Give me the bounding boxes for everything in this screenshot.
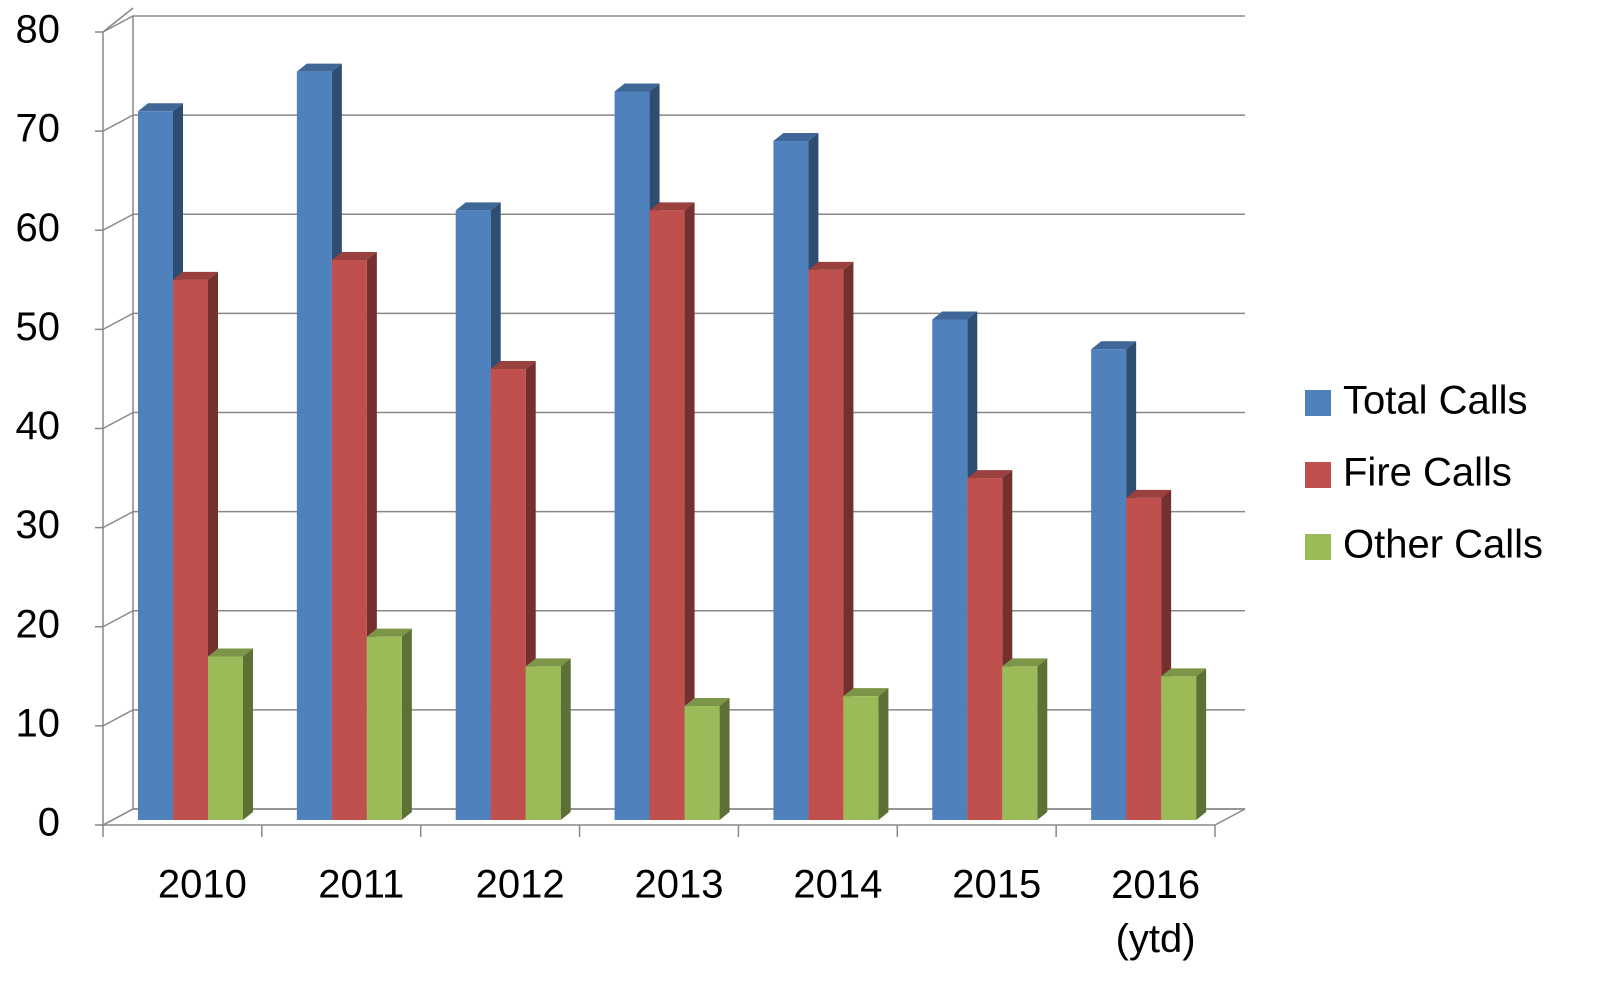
back-wall-edge [103,8,133,32]
bar [491,369,526,820]
legend-swatch [1305,534,1331,560]
page: 0 10 20 30 40 50 60 70 80 2010 2011 2012 2013 2014 201… [0,0,1615,996]
bar [808,270,843,820]
y-tick-label: 70 [16,107,61,151]
bar [843,696,878,820]
bar [932,319,967,820]
bar [650,210,685,820]
bar [685,706,720,820]
chart: 0 10 20 30 40 50 60 70 80 2010 2011 2012 2013 2014 201… [0,0,1615,996]
bar [173,280,208,820]
bar-side [1196,668,1206,820]
legend-label: Fire Calls [1343,451,1512,495]
bar [526,666,561,820]
legend-label: Total Calls [1343,379,1528,423]
y-tick-label: 20 [16,602,61,646]
legend-label: Other Calls [1343,523,1543,567]
bar [1161,676,1196,820]
bar-side [243,648,253,820]
y-tick-label: 50 [16,305,61,349]
bar [208,656,243,820]
y-tick-label: 10 [16,701,61,745]
bar [1126,498,1161,820]
x-tick-label: 2015 [952,863,1041,907]
bar [1091,349,1126,820]
y-tick-label: 30 [16,503,61,547]
bar [1002,666,1037,820]
bar [297,72,332,820]
grid-line [103,115,1245,131]
x-tick-label: 2016 (ytd) [1111,863,1200,961]
bar-side [720,698,730,820]
bar [967,478,1002,820]
x-tick-label: 2011 [318,863,404,907]
x-tick-label: 2012 [476,863,565,907]
bar [773,141,808,820]
y-tick-label: 0 [38,801,60,845]
grid-line [103,16,1245,32]
x-tick-label: 2014 [793,863,882,907]
legend-swatch [1305,390,1331,416]
bar [615,91,650,820]
y-tick-label: 80 [16,8,61,52]
bar-side [878,688,888,820]
bar [367,637,402,820]
x-tick-label: 2010 [158,863,247,907]
y-tick-label: 40 [16,404,61,448]
x-tick-label: 2013 [635,863,724,907]
bar-side [561,658,571,820]
x-tick-label-line: (ytd) [1116,917,1196,961]
bar-side [402,629,412,820]
y-tick-label: 60 [16,206,61,250]
bar [332,260,367,820]
bar [138,111,173,820]
x-tick-label-line: 2016 [1111,863,1200,907]
legend-swatch [1305,462,1331,488]
bar [456,210,491,820]
bar-side [1037,658,1047,820]
